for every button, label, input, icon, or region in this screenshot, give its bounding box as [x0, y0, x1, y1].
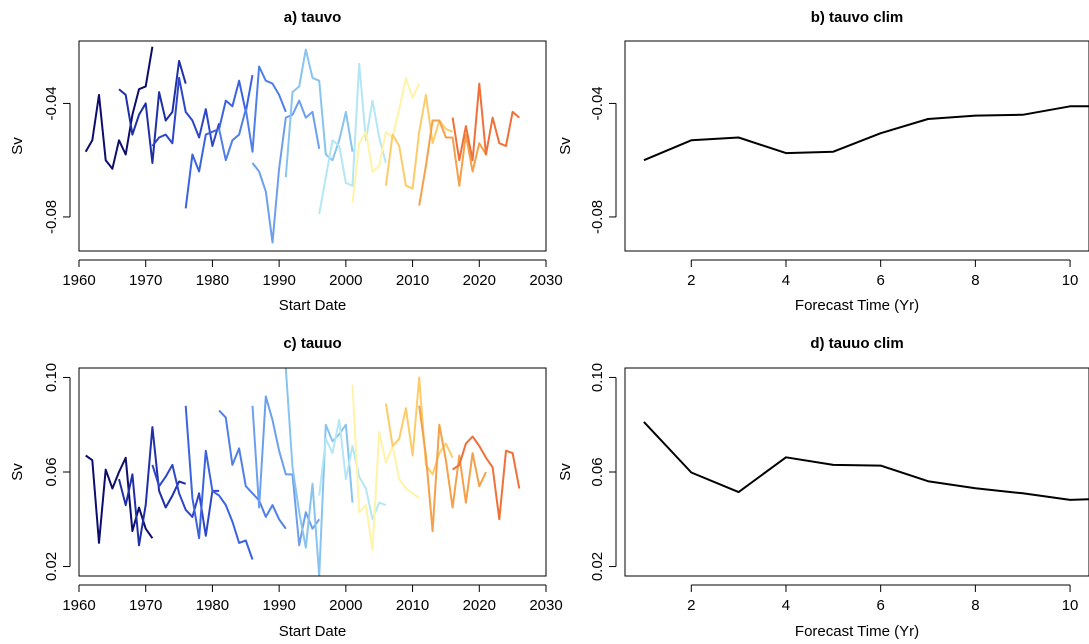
- x-tick-label: 8: [971, 597, 979, 614]
- series-line-4: [184, 405, 254, 560]
- series-line-5: [218, 65, 287, 162]
- series-line-6: [251, 99, 321, 244]
- x-tick-label: 2010: [396, 272, 429, 289]
- y-tick-label: -0.04: [589, 86, 606, 120]
- series-line-2: [118, 426, 187, 547]
- x-tick-label: 2020: [463, 272, 496, 289]
- series-group: [643, 105, 1089, 162]
- series-line-3: [151, 76, 221, 147]
- chart-panel-c: 1960 1970 1980 1990 2000 2010 2020 2030 0.02 0.06…: [9, 335, 563, 640]
- plot-frame: [78, 367, 547, 577]
- y-tick-label: -0.08: [43, 200, 60, 234]
- series-line-4: [184, 74, 254, 209]
- x-tick-label: 1970: [129, 597, 162, 614]
- x-tick-label: 6: [877, 272, 885, 289]
- y-axis: -0.08 -0.04: [589, 86, 617, 234]
- x-axis-label: Forecast Time (Yr): [795, 623, 919, 640]
- plot-frame: [78, 40, 547, 252]
- series-line-12: [451, 82, 520, 162]
- x-tick-label: 1990: [262, 272, 295, 289]
- y-axis-label: Sv: [557, 463, 574, 481]
- y-tick-label: 0.06: [43, 457, 60, 486]
- series-group: [84, 46, 520, 244]
- x-tick-label: 1980: [196, 272, 229, 289]
- x-axis-label: Start Date: [279, 297, 347, 314]
- series-line-9: [351, 76, 421, 203]
- series-line-2: [118, 59, 187, 164]
- x-tick-label: 6: [877, 597, 885, 614]
- x-tick-label: 2020: [463, 597, 496, 614]
- series-line-7: [284, 368, 354, 576]
- series-line-12: [452, 435, 521, 521]
- y-axis-label: Sv: [9, 137, 26, 155]
- series-line-11: [418, 119, 487, 206]
- series-line-7: [284, 48, 354, 178]
- y-tick-label: -0.04: [43, 86, 60, 120]
- plot-frame: [624, 367, 1089, 577]
- chart-panel-d: 2 4 6 8 10 0.02 0.06 0.10 d) tauuo clim Forecast …: [557, 335, 1089, 640]
- chart-panel-a: 1960 1970 1980 1990 2000 2010 2020 2030-0.08-0.…: [9, 9, 563, 314]
- x-tick-label: 8: [971, 272, 979, 289]
- y-axis-label: Sv: [557, 137, 574, 155]
- series-line-1: [643, 421, 1089, 501]
- chart-panel-b: 2 4 6 8 10 -0.08 -0.04 b) tauvo clim Forecast Ti…: [557, 9, 1089, 314]
- x-tick-label: 2030: [529, 597, 562, 614]
- series-line-1: [85, 454, 154, 544]
- chart-title: a) tauvo: [284, 9, 342, 26]
- series-line-10: [384, 376, 454, 476]
- chart-title: d) tauuo clim: [810, 335, 903, 352]
- y-tick-label: 0.10: [43, 363, 60, 392]
- plot-frame: [624, 40, 1089, 252]
- series-group: [85, 368, 521, 576]
- x-axis-label: Forecast Time (Yr): [795, 297, 919, 314]
- y-axis-label: Sv: [9, 463, 26, 481]
- x-tick-label: 2010: [396, 597, 429, 614]
- x-axis-label: Start Date: [279, 623, 347, 640]
- y-tick-label: 0.06: [589, 457, 606, 486]
- chart-title: b) tauvo clim: [811, 9, 904, 26]
- x-tick-label: 4: [782, 272, 790, 289]
- x-tick-label: 1960: [62, 272, 95, 289]
- series-line-10: [384, 93, 453, 190]
- x-tick-label: 4: [782, 597, 790, 614]
- x-tick-label: 1960: [62, 597, 95, 614]
- series-line-9: [351, 384, 420, 551]
- series-line-11: [418, 405, 487, 533]
- series-line-5: [218, 409, 287, 530]
- series-line-3: [151, 463, 220, 537]
- series-line-8: [318, 62, 387, 215]
- y-tick-label: 0.02: [589, 552, 606, 581]
- x-tick-label: 2: [687, 597, 695, 614]
- y-tick-label: -0.08: [589, 200, 606, 234]
- x-axis: 2 4 6 8 10: [687, 584, 1079, 614]
- chart-title: c) tauuo: [283, 335, 341, 352]
- x-axis: 2 4 6 8 10: [687, 259, 1079, 289]
- series-group: [643, 421, 1089, 501]
- y-axis: -0.08 -0.04: [43, 86, 71, 234]
- x-tick-label: 1990: [262, 597, 295, 614]
- x-tick-label: 2000: [329, 597, 362, 614]
- x-tick-label: 10: [1062, 272, 1079, 289]
- x-tick-label: 2030: [529, 272, 562, 289]
- y-axis: 0.02 0.06 0.10: [589, 363, 617, 581]
- y-tick-label: 0.10: [589, 363, 606, 392]
- y-axis: 0.02 0.06 0.10: [43, 363, 71, 581]
- series-line-1: [84, 46, 154, 170]
- series-line-1: [643, 105, 1089, 162]
- x-axis: 1960 1970 1980 1990 2000 2010 2020 2030: [62, 259, 563, 289]
- x-tick-label: 2000: [329, 272, 362, 289]
- x-tick-label: 1970: [129, 272, 162, 289]
- x-axis: 1960 1970 1980 1990 2000 2010 2020 2030: [62, 584, 563, 614]
- y-tick-label: 0.02: [43, 552, 60, 581]
- x-tick-label: 1980: [196, 597, 229, 614]
- x-tick-label: 10: [1062, 597, 1079, 614]
- x-tick-label: 2: [687, 272, 695, 289]
